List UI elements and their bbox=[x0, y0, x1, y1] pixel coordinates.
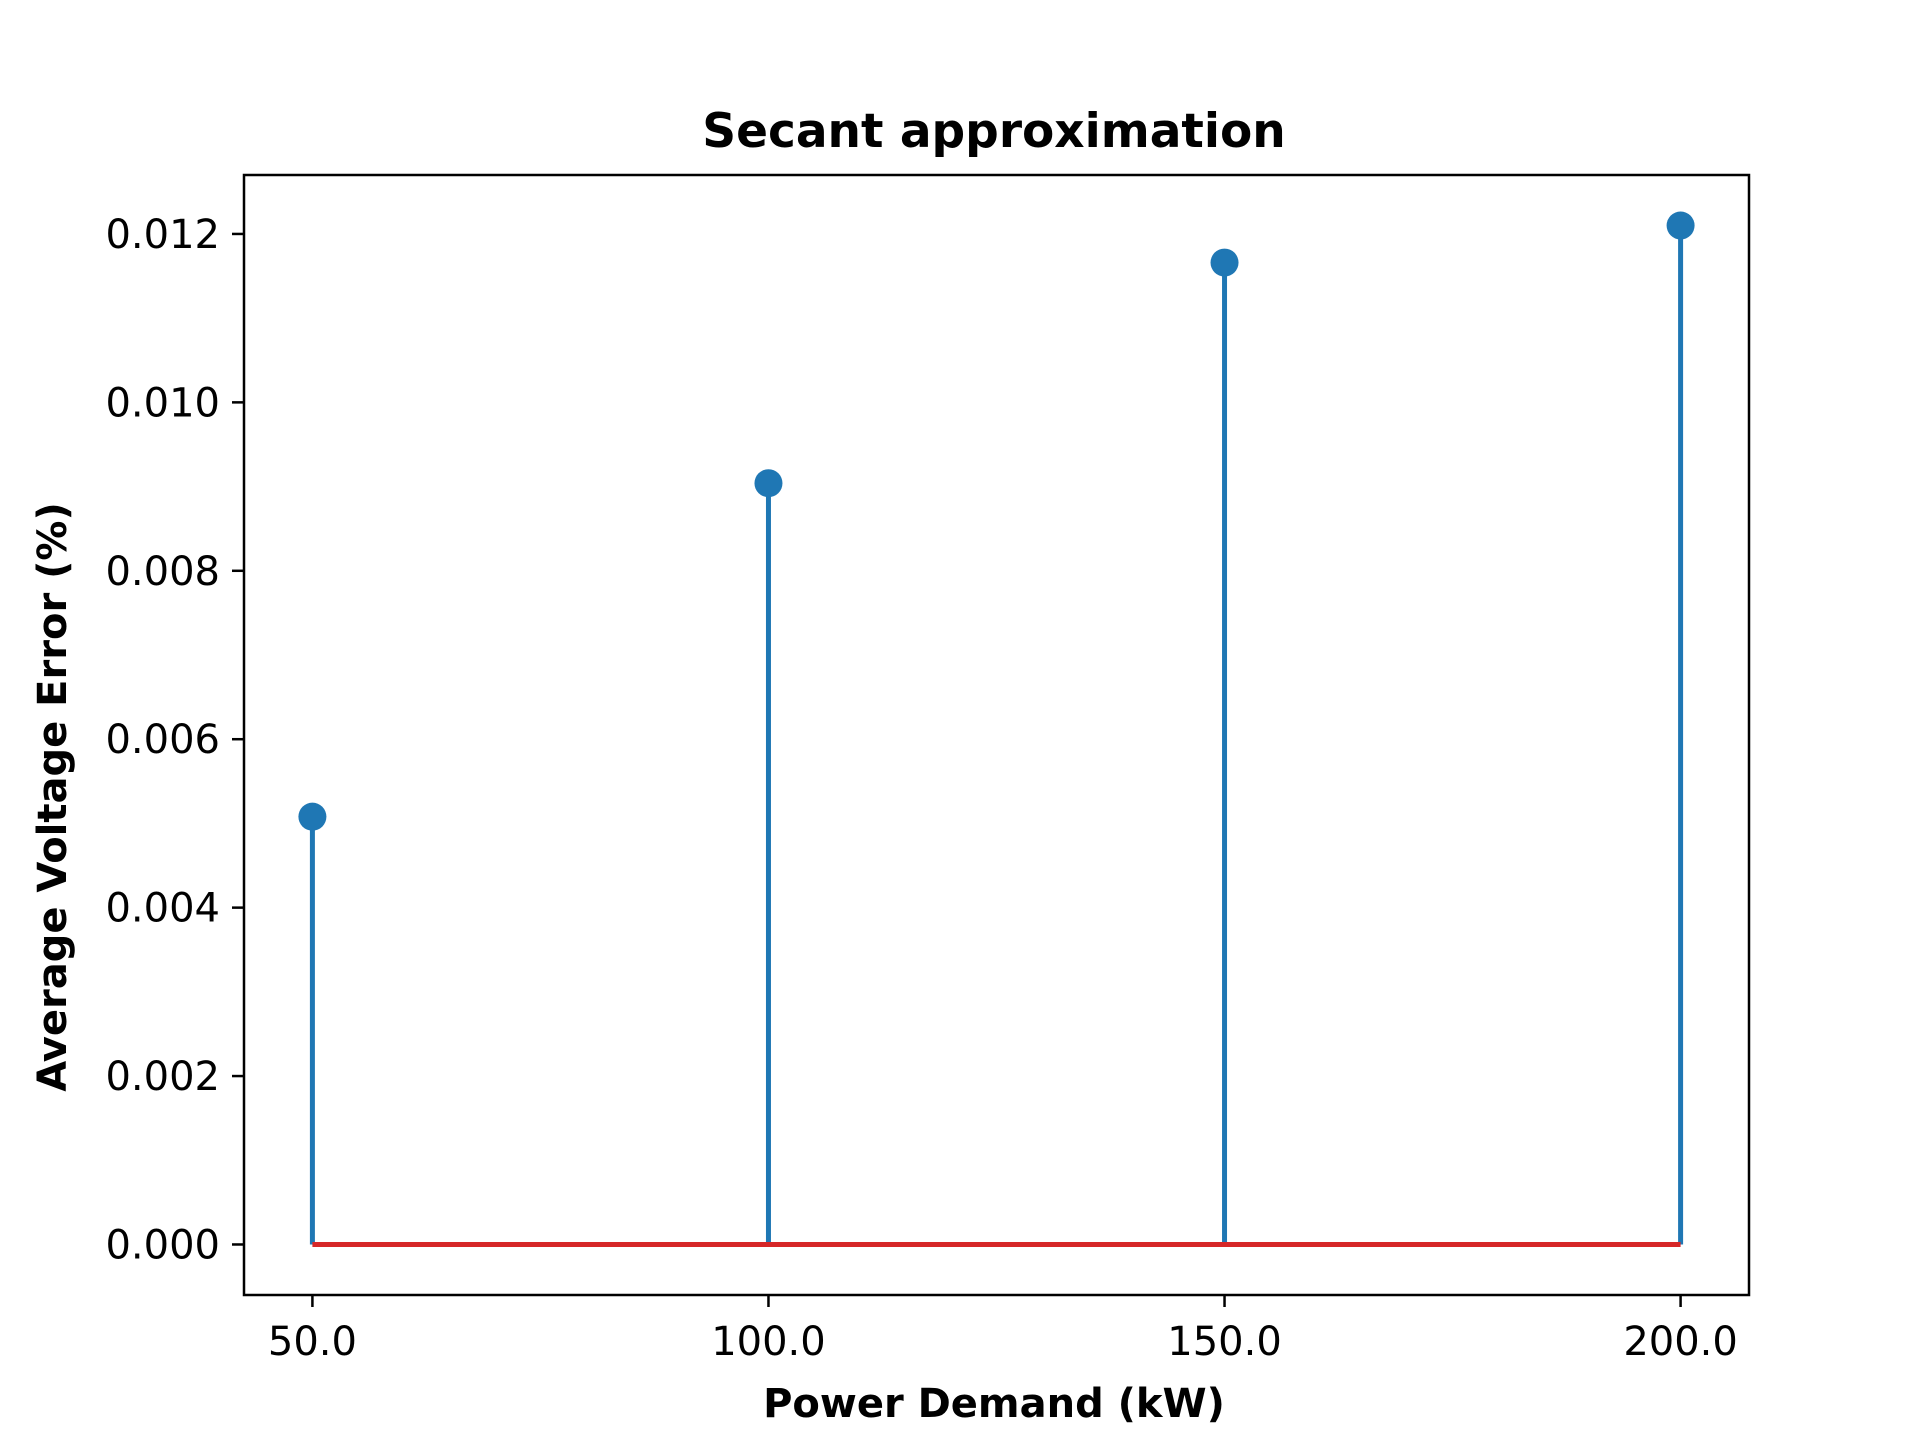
stem-series bbox=[298, 211, 1695, 1247]
y-tick-label: 0.008 bbox=[105, 549, 220, 595]
y-tick-label: 0.002 bbox=[105, 1054, 220, 1100]
x-axis-ticks: 50.0 100.0 150.0 200.0 bbox=[268, 1295, 1738, 1365]
x-tick-label: 150.0 bbox=[1167, 1319, 1282, 1365]
stem-marker bbox=[1210, 248, 1239, 277]
y-tick-label: 0.004 bbox=[105, 886, 220, 932]
y-tick-label: 0.006 bbox=[105, 717, 220, 763]
x-axis-label: Power Demand (kW) bbox=[763, 1381, 1225, 1427]
x-tick-label: 50.0 bbox=[268, 1319, 357, 1365]
plot-area-frame bbox=[242, 173, 1751, 1297]
y-axis-label: Average Voltage Error (%) bbox=[30, 502, 76, 1091]
y-tick-label: 0.012 bbox=[105, 212, 220, 258]
y-axis-ticks: 0.000 0.002 0.004 0.006 0.008 0.010 0.012 bbox=[105, 212, 244, 1268]
x-tick-label: 200.0 bbox=[1623, 1319, 1738, 1365]
chart-title: Secant approximation bbox=[702, 104, 1286, 159]
stem-marker bbox=[1666, 211, 1695, 240]
y-tick-label: 0.010 bbox=[105, 380, 220, 426]
x-tick-label: 100.0 bbox=[711, 1319, 826, 1365]
stem-marker bbox=[754, 469, 783, 498]
stem-marker bbox=[298, 802, 327, 831]
y-tick-label: 0.000 bbox=[105, 1222, 220, 1268]
